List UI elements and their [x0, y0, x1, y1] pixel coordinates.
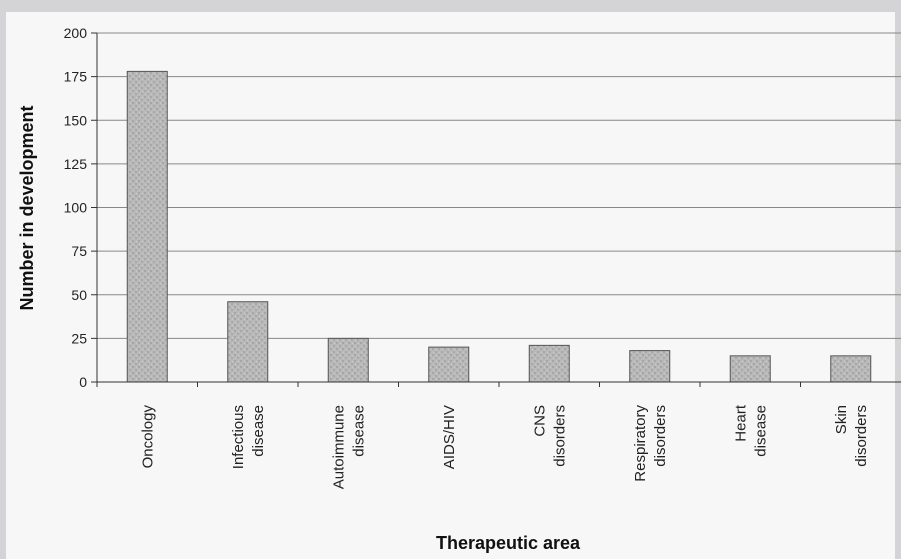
x-category-label: Autoimmune disease	[330, 405, 367, 489]
x-category-label-line: Oncology	[139, 405, 156, 469]
x-category-labels: Oncology Infectious disease Autoimmune disea…	[139, 404, 870, 489]
x-category-label-line: disease	[752, 405, 769, 457]
x-category-label: AIDS/HIV	[441, 405, 458, 469]
bar	[126, 70, 168, 383]
y-tick-label: 150	[64, 112, 88, 128]
y-axis-title: Number in development	[17, 105, 37, 310]
bar	[528, 344, 570, 383]
x-axis-title: Therapeutic area	[436, 533, 581, 553]
gridlines	[97, 32, 901, 339]
bar	[227, 301, 269, 383]
x-category-label-line: Heart	[732, 404, 749, 442]
y-tick-label: 125	[64, 156, 88, 172]
bar	[729, 355, 771, 383]
bars	[126, 70, 872, 383]
bar	[428, 346, 470, 383]
x-category-label-line: disease	[350, 405, 367, 457]
x-category-label: Infectious disease	[230, 405, 267, 469]
y-tick-label: 175	[64, 69, 88, 85]
y-tick-label: 200	[64, 25, 88, 41]
x-category-label: Respiratory disorders	[632, 405, 669, 482]
x-category-label-line: disorders	[853, 405, 870, 467]
x-category-label-line: Autoimmune	[330, 405, 347, 489]
x-category-label: Skin disorders	[833, 405, 870, 467]
y-tick-label: 0	[79, 374, 87, 390]
x-category-label-line: CNS	[531, 405, 548, 437]
y-tick-label: 50	[71, 287, 87, 303]
x-category-label-line: AIDS/HIV	[441, 405, 458, 469]
bar	[629, 350, 671, 383]
x-category-label-line: disorders	[652, 405, 669, 467]
x-category-label: Oncology	[139, 405, 156, 469]
y-tick-labels: 0 25 50 75 100 125 150 175 200	[64, 25, 88, 390]
x-category-label-line: Skin	[833, 405, 850, 434]
x-category-label-line: Respiratory	[632, 405, 649, 482]
x-category-label-line: Infectious	[230, 405, 247, 469]
y-tick-label: 75	[71, 243, 87, 259]
y-tick-label: 25	[71, 330, 87, 346]
x-category-label: CNS disorders	[531, 405, 568, 467]
x-category-label-line: disorders	[551, 405, 568, 467]
bar	[830, 355, 872, 383]
y-tick-label: 100	[64, 200, 88, 216]
x-category-label: Heart disease	[732, 404, 769, 457]
bar	[327, 337, 369, 383]
x-category-label-line: disease	[250, 405, 267, 457]
axes	[91, 32, 901, 387]
